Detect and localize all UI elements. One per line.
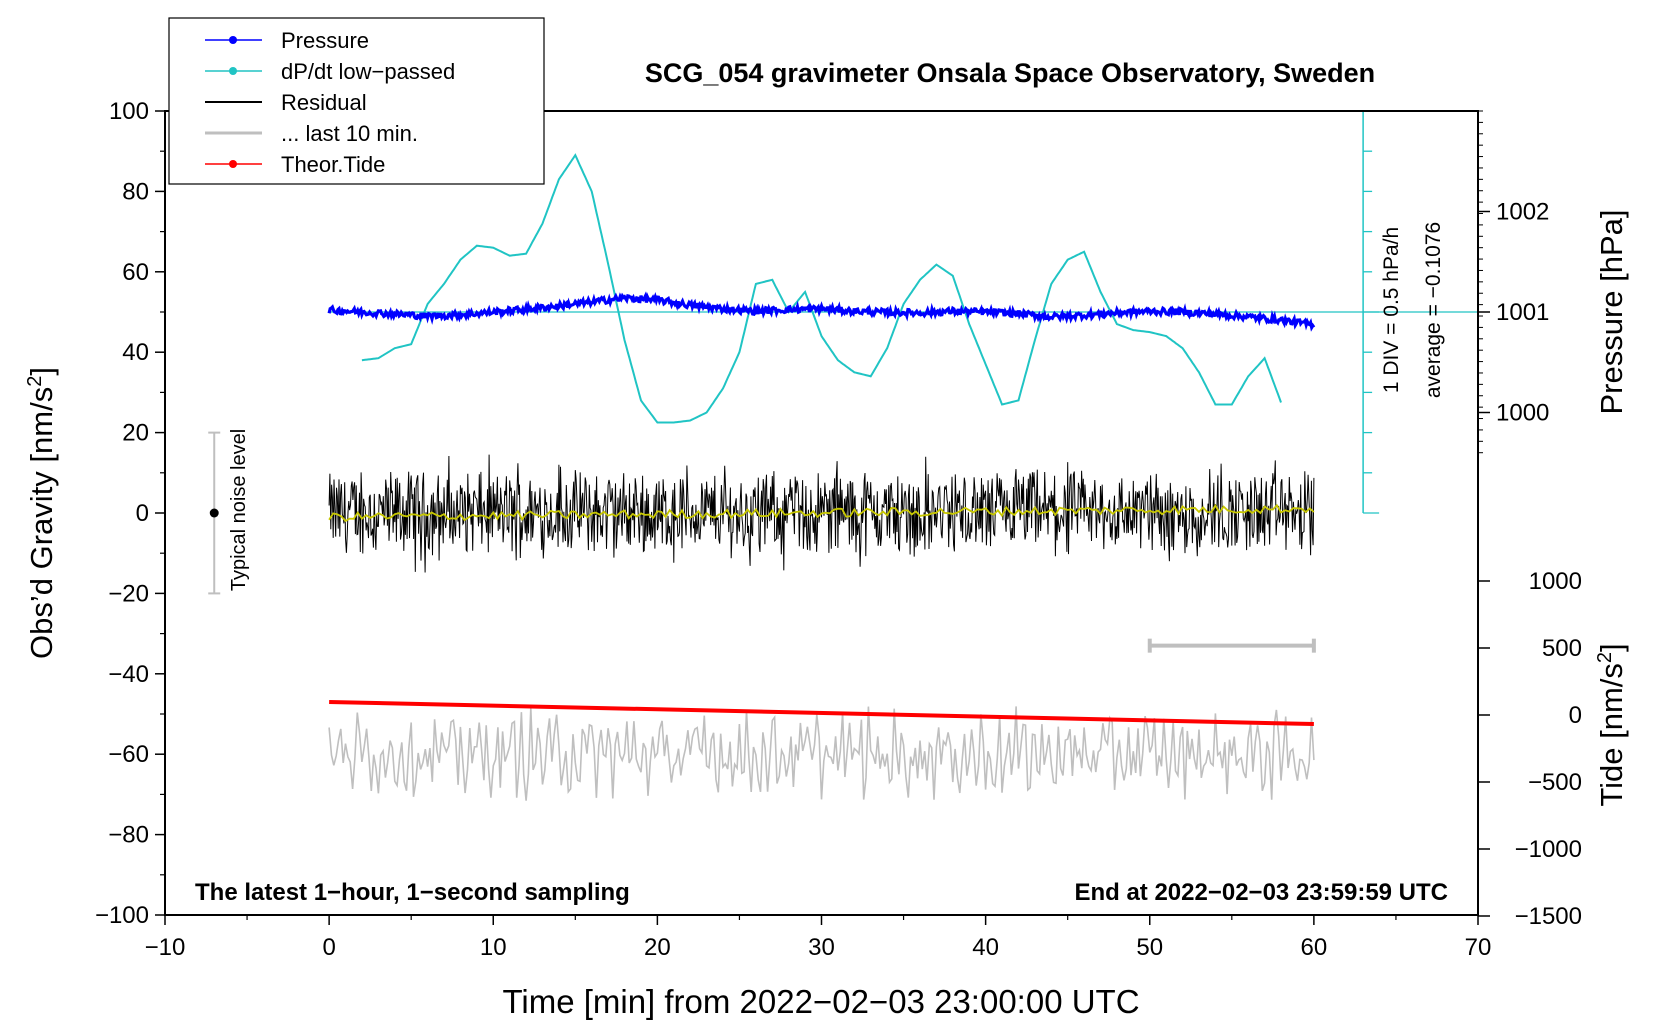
legend-tide-marker	[229, 160, 237, 168]
dpdt-line	[361, 153, 1282, 424]
x-tick-label: 40	[972, 934, 999, 961]
y-tick-label: 0	[136, 500, 149, 527]
x-tick-label: 30	[808, 934, 835, 961]
y-axis-label-left: Obs’d Gravity [nm/s2]	[24, 367, 59, 659]
x-tick-label: 0	[322, 934, 335, 961]
tide-tick-label: 0	[1569, 702, 1582, 729]
y-axis-label-left-sup: 2	[24, 376, 46, 387]
y-axis-label-left-end: ]	[24, 367, 59, 376]
x-tick-label: −10	[145, 934, 186, 961]
tide-tick-label: −500	[1528, 769, 1582, 796]
noise-bar-center	[209, 508, 219, 518]
legend-last10-label: ... last 10 min.	[281, 121, 418, 146]
y-tick-label: −60	[108, 741, 149, 768]
tide-line	[329, 699, 1314, 727]
residual-line	[328, 454, 1315, 573]
y-tick-label: −20	[108, 580, 149, 607]
legend-pressure-marker	[229, 36, 237, 44]
legend-dpdt-label: dP/dt low−passed	[281, 59, 455, 84]
last10-line	[328, 706, 1315, 801]
y-tick-label: 20	[122, 420, 149, 447]
pressure-tick-label: 1000	[1496, 400, 1549, 427]
pressure-tick-label: 1001	[1496, 299, 1549, 326]
x-tick-label: 20	[644, 934, 671, 961]
y-axis-label-pressure: Pressure [hPa]	[1594, 209, 1629, 414]
series-layer	[208, 153, 1316, 801]
tide-tick-label: −1500	[1515, 903, 1582, 930]
pressure-line	[327, 291, 1316, 332]
legend-tide-label: Theor.Tide	[281, 152, 385, 177]
x-tick-label: 10	[480, 934, 507, 961]
y-axis-label-left-main: Obs’d Gravity [nm/s	[24, 387, 59, 659]
y-tick-label: −80	[108, 822, 149, 849]
y-axis-label-tide-end: ]	[1594, 643, 1629, 652]
tide-tick-label: 500	[1542, 635, 1582, 662]
x-axis-label: Time [min] from 2022−02−03 23:00:00 UTC	[502, 983, 1139, 1020]
tide-tick-label: −1000	[1515, 836, 1582, 863]
x-tick-label: 50	[1136, 934, 1163, 961]
noise-level-label: Typical noise level	[228, 429, 250, 591]
y-tick-label: 60	[122, 259, 149, 286]
plot-frame	[164, 110, 1479, 916]
chart-title: SCG_054 gravimeter Onsala Space Observat…	[645, 58, 1375, 88]
residual-smooth-line	[328, 503, 1315, 523]
axis-ticks: −10 0 10 20 30 40 50 60 70−100−80−60−40−20020406…	[95, 98, 1582, 961]
x-tick-label: 60	[1301, 934, 1328, 961]
y-tick-label: −100	[95, 902, 149, 929]
legend: Pressure dP/dt low−passed Residual ... l…	[168, 17, 545, 185]
sampling-annotation: The latest 1−hour, 1−second sampling	[195, 879, 630, 906]
y-tick-label: 40	[122, 339, 149, 366]
div-scale-label: 1 DIV = 0.5 hPa/h	[1380, 227, 1403, 393]
legend-pressure-label: Pressure	[281, 28, 369, 53]
y-axis-label-tide: Tide [nm/s2]	[1594, 643, 1629, 806]
y-axis-label-tide-sup: 2	[1594, 652, 1616, 663]
y-tick-label: −40	[108, 661, 149, 688]
y-tick-label: 100	[109, 98, 149, 125]
y-tick-label: 80	[122, 178, 149, 205]
pressure-tick-label: 1002	[1496, 199, 1549, 226]
average-label: average = −0.1076	[1422, 222, 1445, 398]
x-tick-label: 70	[1465, 934, 1492, 961]
legend-residual-label: Residual	[281, 90, 367, 115]
tide-tick-label: 1000	[1529, 568, 1582, 595]
legend-dpdt-marker	[229, 67, 237, 75]
y-axis-label-tide-main: Tide [nm/s	[1594, 663, 1629, 807]
end-time-annotation: End at 2022−02−03 23:59:59 UTC	[1074, 879, 1448, 906]
